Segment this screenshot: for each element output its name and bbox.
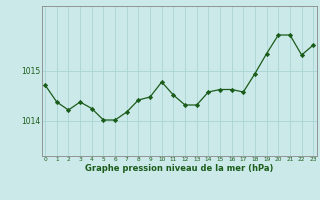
X-axis label: Graphe pression niveau de la mer (hPa): Graphe pression niveau de la mer (hPa) (85, 164, 273, 173)
